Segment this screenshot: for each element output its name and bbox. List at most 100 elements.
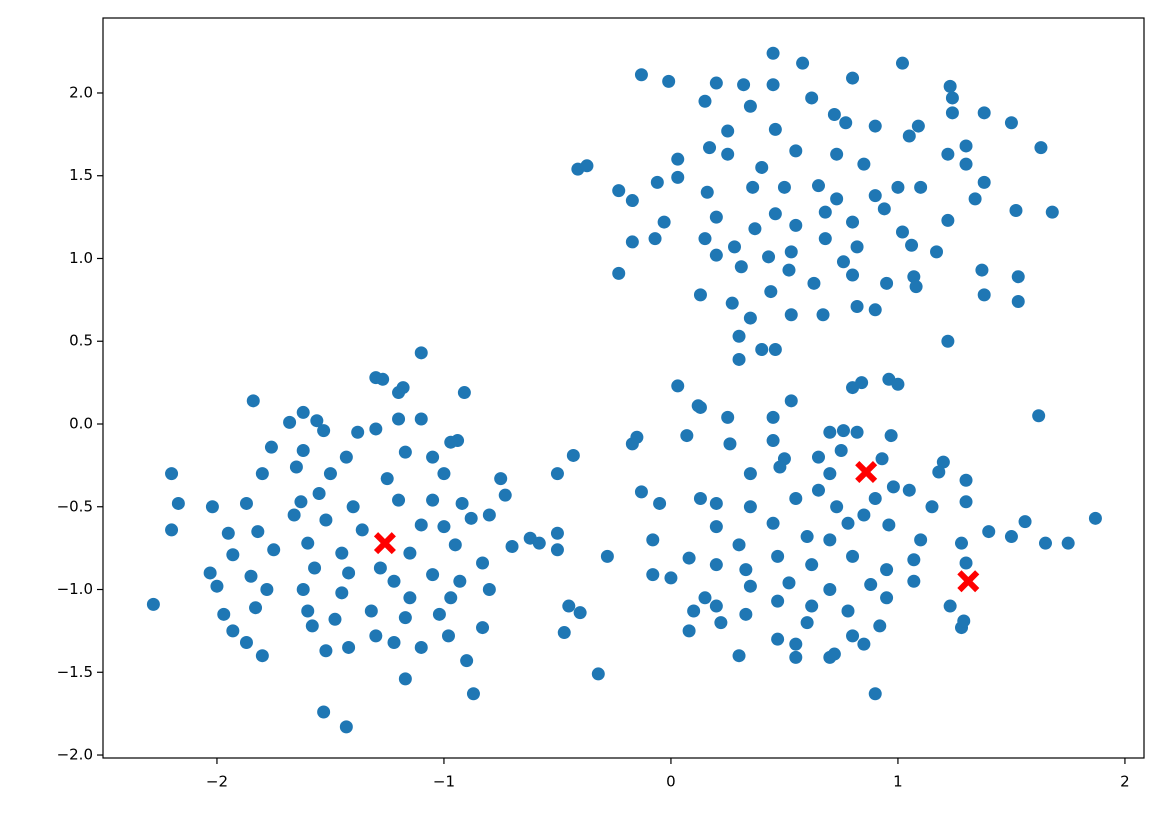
point xyxy=(830,500,844,514)
point xyxy=(830,192,844,206)
point xyxy=(464,511,478,525)
point xyxy=(743,99,757,113)
point xyxy=(882,518,896,532)
point xyxy=(376,372,390,386)
point xyxy=(868,491,882,505)
point xyxy=(796,56,810,70)
y-tick-label: −0.5 xyxy=(57,497,93,515)
point xyxy=(573,606,587,620)
point xyxy=(682,551,696,565)
point xyxy=(671,152,685,166)
point xyxy=(857,637,871,651)
point xyxy=(846,629,860,643)
point xyxy=(550,543,564,557)
point xyxy=(453,574,467,588)
point xyxy=(739,563,753,577)
point xyxy=(398,611,412,625)
point xyxy=(294,495,308,509)
point xyxy=(850,299,864,313)
point xyxy=(768,343,782,357)
point xyxy=(925,500,939,514)
point xyxy=(721,147,735,161)
point xyxy=(789,650,803,664)
y-tick-label: 0.5 xyxy=(69,332,93,350)
point xyxy=(771,594,785,608)
point xyxy=(698,591,712,605)
point xyxy=(911,119,925,133)
point xyxy=(805,91,819,105)
point xyxy=(437,520,451,534)
point xyxy=(868,687,882,701)
point xyxy=(771,549,785,563)
point xyxy=(943,599,957,613)
point xyxy=(244,569,258,583)
point xyxy=(836,255,850,269)
point xyxy=(319,644,333,658)
point xyxy=(296,583,310,597)
point xyxy=(444,591,458,605)
point xyxy=(800,530,814,544)
point xyxy=(914,533,928,547)
point xyxy=(857,508,871,522)
point xyxy=(693,491,707,505)
point xyxy=(498,488,512,502)
point xyxy=(841,516,855,530)
point xyxy=(482,508,496,522)
point xyxy=(634,485,648,499)
point xyxy=(877,202,891,216)
y-tick-label: −1.5 xyxy=(57,663,93,681)
point xyxy=(818,205,832,219)
point xyxy=(909,280,923,294)
point xyxy=(743,467,757,481)
point xyxy=(494,472,508,486)
point xyxy=(891,377,905,391)
point xyxy=(550,526,564,540)
x-tick-label: 2 xyxy=(1120,773,1130,791)
point xyxy=(625,194,639,208)
point xyxy=(857,157,871,171)
point xyxy=(789,637,803,651)
point xyxy=(725,296,739,310)
point xyxy=(773,460,787,474)
point xyxy=(737,78,751,92)
point xyxy=(317,424,331,438)
point xyxy=(414,346,428,360)
point xyxy=(646,568,660,582)
point xyxy=(723,437,737,451)
centroid-marker xyxy=(373,532,396,555)
x-tick-label: −2 xyxy=(206,773,228,791)
centroid-marker xyxy=(855,460,878,483)
point xyxy=(1088,511,1102,525)
point xyxy=(1061,536,1075,550)
point xyxy=(743,579,757,593)
point xyxy=(351,425,365,439)
point xyxy=(811,179,825,193)
point xyxy=(680,429,694,443)
point xyxy=(301,536,315,550)
point xyxy=(1011,270,1025,284)
point xyxy=(748,222,762,236)
point xyxy=(448,538,462,552)
point xyxy=(249,601,263,615)
point xyxy=(466,687,480,701)
point xyxy=(550,467,564,481)
x-tick-label: 0 xyxy=(666,773,676,791)
point xyxy=(782,263,796,277)
point xyxy=(743,311,757,325)
point xyxy=(1032,409,1046,423)
point xyxy=(807,276,821,290)
point xyxy=(437,467,451,481)
point xyxy=(387,574,401,588)
point xyxy=(789,218,803,232)
point xyxy=(260,583,274,597)
point xyxy=(766,434,780,448)
point xyxy=(308,561,322,575)
point xyxy=(743,500,757,514)
point xyxy=(959,473,973,487)
point xyxy=(811,450,825,464)
point xyxy=(267,543,281,557)
point xyxy=(165,467,179,481)
point xyxy=(566,448,580,462)
point xyxy=(634,68,648,82)
